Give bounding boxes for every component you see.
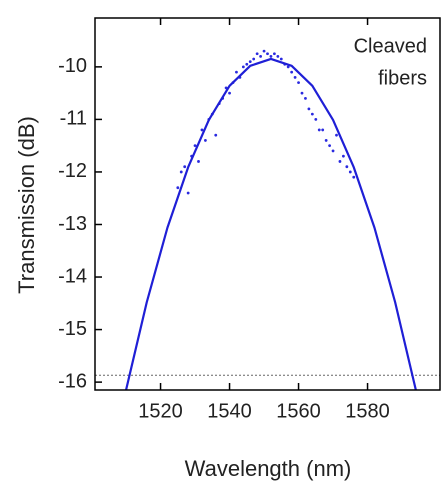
- data-point: [183, 165, 187, 169]
- data-point: [338, 160, 342, 163]
- data-point: [348, 170, 352, 174]
- y-axis-title: Transmission (dB): [14, 116, 39, 294]
- data-point: [176, 186, 180, 190]
- data-point: [259, 54, 262, 58]
- data-point: [331, 149, 335, 153]
- data-point: [197, 160, 200, 163]
- data-point: [269, 54, 273, 58]
- data-point: [279, 57, 283, 61]
- data-point: [266, 52, 269, 56]
- plot: [95, 49, 440, 390]
- data-point: [310, 112, 314, 116]
- y-tick-label: -13: [58, 213, 87, 235]
- data-point: [241, 65, 245, 69]
- data-point: [314, 118, 318, 121]
- y-tick-label: -16: [58, 370, 87, 392]
- x-tick-label: 1560: [276, 400, 321, 422]
- y-tick-label: -14: [58, 265, 87, 287]
- x-tick-label: 1540: [207, 400, 252, 422]
- data-point: [179, 170, 183, 174]
- data-point: [245, 62, 249, 66]
- data-point: [307, 107, 311, 111]
- data-point: [290, 70, 294, 74]
- data-point: [304, 96, 307, 100]
- plot-frame: [94, 17, 441, 391]
- y-tick-label: -11: [60, 108, 87, 130]
- annotation: Cleaved: [354, 35, 427, 57]
- data-point: [186, 191, 190, 195]
- data-point: [255, 52, 259, 56]
- data-point: [193, 144, 197, 148]
- data-point: [335, 133, 338, 137]
- x-axis-title: Wavelength (nm): [185, 456, 352, 481]
- data-point: [317, 128, 321, 132]
- data-point: [204, 139, 207, 142]
- data-point: [214, 133, 218, 137]
- y-tick-label: -12: [58, 160, 87, 182]
- data-point: [262, 49, 266, 53]
- data-point: [248, 60, 252, 64]
- y-tick-label: -10: [58, 55, 87, 77]
- annotation: fibers: [378, 67, 427, 89]
- data-point: [300, 91, 304, 95]
- fit-line: [124, 57, 417, 390]
- data-point: [297, 81, 300, 85]
- x-tick-label: 1520: [138, 400, 183, 422]
- x-tick-label: 1580: [345, 400, 390, 422]
- data-point: [352, 175, 356, 179]
- data-point: [293, 75, 297, 79]
- data-point: [235, 70, 238, 74]
- data-point: [342, 154, 345, 158]
- data-point: [324, 139, 328, 142]
- data-point: [321, 128, 325, 132]
- data-point: [328, 144, 331, 148]
- y-tick-label: -15: [58, 318, 87, 340]
- data-point: [273, 52, 276, 56]
- data-point: [286, 65, 290, 69]
- data-point: [228, 91, 231, 95]
- data-point: [252, 57, 256, 61]
- data-point: [345, 165, 349, 169]
- data-point: [276, 54, 280, 58]
- data-point: [200, 128, 204, 132]
